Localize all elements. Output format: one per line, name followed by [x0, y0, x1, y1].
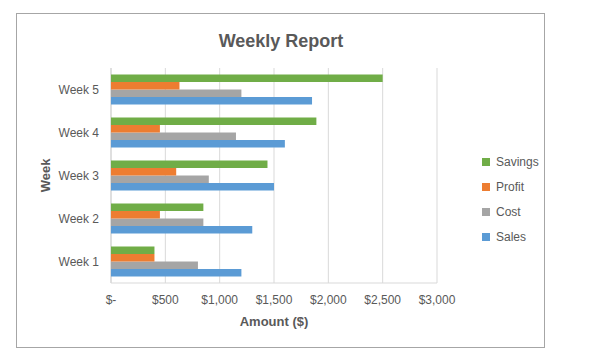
category-label: Week 3	[59, 169, 100, 183]
bar	[111, 254, 154, 262]
bar	[111, 90, 241, 98]
bar	[111, 176, 209, 184]
bar	[111, 140, 285, 148]
bar	[111, 247, 154, 255]
tick-label: $1,000	[201, 293, 238, 307]
axis-title: Amount ($)	[240, 314, 309, 329]
chart-frame	[17, 14, 545, 348]
title: Weekly Report	[219, 31, 344, 51]
category-label: Week 1	[59, 255, 100, 269]
bar	[111, 75, 383, 83]
bar	[111, 118, 316, 126]
legend-label: Profit	[496, 180, 525, 194]
tick-label: $3,000	[419, 293, 456, 307]
x-axis-line	[111, 283, 437, 284]
legend-swatch	[482, 233, 490, 241]
category-label: Week 4	[59, 126, 100, 140]
bar	[111, 97, 312, 105]
bar	[111, 269, 241, 277]
grid-line	[328, 68, 329, 283]
bar	[111, 226, 252, 234]
grid-line	[437, 68, 438, 283]
bar	[111, 125, 160, 133]
chart: Weekly Report $- $500 $1,000 $1,500 $2,000 $2,…	[0, 0, 613, 363]
bar	[111, 219, 203, 227]
legend-swatch	[482, 158, 490, 166]
legend-label: Sales	[496, 230, 526, 244]
tick-label: $500	[152, 293, 179, 307]
bar	[111, 183, 274, 191]
tick-label: $2,000	[310, 293, 347, 307]
grid-line	[382, 68, 383, 283]
bar	[111, 133, 236, 141]
tick-label: $1,500	[256, 293, 293, 307]
plot-area	[111, 75, 383, 277]
category-label: Week 2	[59, 212, 100, 226]
legend-label: Cost	[496, 205, 521, 219]
bar	[111, 211, 160, 219]
legend-swatch	[482, 208, 490, 216]
legend-swatch	[482, 183, 490, 191]
bar	[111, 161, 267, 169]
bar	[111, 262, 198, 270]
tick-label: $-	[106, 293, 117, 307]
axis-title: Week	[38, 158, 53, 192]
legend-label: Savings	[496, 155, 539, 169]
bar	[111, 82, 179, 90]
bar	[111, 204, 203, 212]
bar	[111, 168, 176, 176]
tick-label: $2,500	[364, 293, 401, 307]
category-label: Week 5	[59, 83, 100, 97]
